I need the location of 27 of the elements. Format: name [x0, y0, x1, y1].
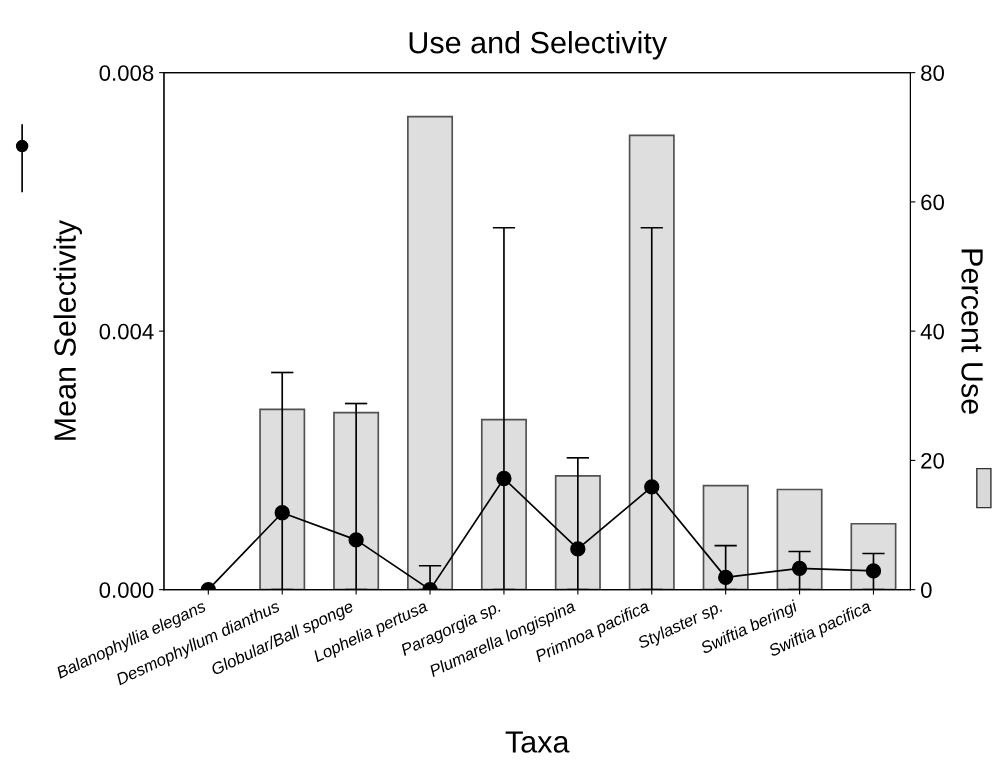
point [348, 532, 364, 548]
y2-axis-title: Percent Use [961, 249, 983, 414]
y-tick-label: 0.004 [99, 323, 154, 340]
point [644, 479, 660, 495]
chart-title: Use and Selectivity [409, 31, 668, 60]
bar [776, 488, 823, 590]
point [496, 470, 512, 487]
point [274, 505, 290, 521]
y-tick-label: 0.008 [99, 65, 154, 81]
point [791, 560, 808, 576]
y2-tick-label: 20 [921, 452, 944, 469]
point [865, 563, 882, 579]
bar [259, 408, 306, 590]
point [570, 541, 586, 557]
point [718, 569, 734, 586]
bar [702, 484, 749, 590]
y2-tick-label: 80 [921, 65, 944, 81]
y2-tick-label: 0 [921, 582, 932, 598]
bar [333, 411, 380, 590]
y2-tick-label: 60 [921, 194, 944, 211]
x-axis-title: Taxa [505, 731, 570, 753]
y2-tick-label: 40 [920, 323, 944, 340]
y-axis-title: Mean Selectivity [53, 219, 82, 440]
bar [407, 115, 454, 590]
bar [554, 475, 601, 590]
y-tick-label: 0.000 [99, 582, 154, 598]
bar [480, 418, 527, 590]
